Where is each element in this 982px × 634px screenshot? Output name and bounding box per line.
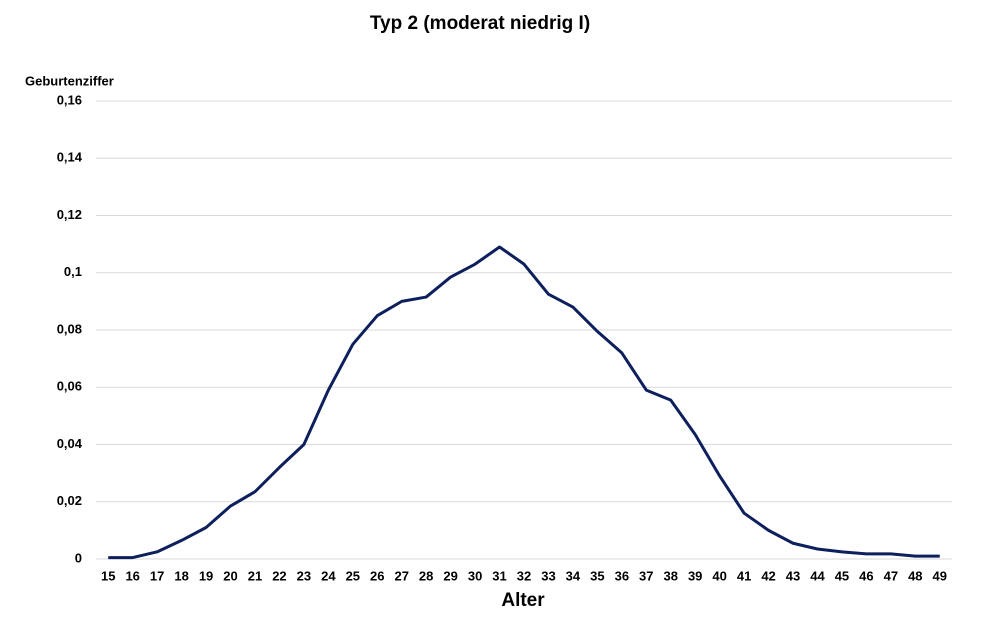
x-tick-label: 20 xyxy=(223,568,237,583)
y-tick-label: 0,06 xyxy=(57,379,82,394)
x-tick-label: 30 xyxy=(468,568,482,583)
x-tick-label: 44 xyxy=(810,568,825,583)
data-line xyxy=(108,245,940,560)
x-tick-label: 32 xyxy=(517,568,531,583)
x-tick-label: 15 xyxy=(101,568,115,583)
x-tick-label: 25 xyxy=(346,568,360,583)
y-tick-label: 0,08 xyxy=(57,321,82,336)
y-tick-label: 0 xyxy=(75,550,82,565)
y-tick-label: 0,1 xyxy=(64,264,82,279)
x-tick-label: 26 xyxy=(370,568,384,583)
x-tick-label: 29 xyxy=(443,568,457,583)
x-tick-label: 21 xyxy=(248,568,262,583)
y-tick-label: 0,16 xyxy=(57,92,82,107)
x-tick-label: 49 xyxy=(933,568,947,583)
x-tick-label: 22 xyxy=(272,568,286,583)
x-tick-label: 37 xyxy=(639,568,653,583)
chart-title: Typ 2 (moderat niedrig I) xyxy=(370,13,590,34)
x-tick-label: 28 xyxy=(419,568,433,583)
x-tick-label: 16 xyxy=(125,568,139,583)
x-tick-label: 19 xyxy=(199,568,213,583)
x-tick-label: 45 xyxy=(835,568,849,583)
x-tick-label: 47 xyxy=(884,568,898,583)
x-tick-label: 35 xyxy=(590,568,604,583)
x-tick-label: 18 xyxy=(174,568,188,583)
x-tick-label: 34 xyxy=(566,568,581,583)
y-tick-label: 0,12 xyxy=(57,207,82,222)
x-tick-label: 27 xyxy=(394,568,408,583)
x-tick-label: 46 xyxy=(859,568,873,583)
x-tick-label: 40 xyxy=(712,568,726,583)
x-tick-label: 23 xyxy=(297,568,311,583)
x-tick-label: 24 xyxy=(321,568,336,583)
x-tick-label: 39 xyxy=(688,568,702,583)
x-tick-label: 48 xyxy=(908,568,922,583)
x-tick-label: 17 xyxy=(150,568,164,583)
x-tick-label: 41 xyxy=(737,568,751,583)
x-tick-label: 43 xyxy=(786,568,800,583)
y-axis-label: Geburtenziffer xyxy=(25,73,114,88)
x-tick-label: 36 xyxy=(615,568,629,583)
x-axis-label: Alter xyxy=(501,590,545,611)
x-tick-label: 42 xyxy=(761,568,775,583)
x-tick-label: 33 xyxy=(541,568,555,583)
y-tick-label: 0,04 xyxy=(57,436,83,451)
x-tick-label: 31 xyxy=(492,568,506,583)
y-tick-label: 0,02 xyxy=(57,493,82,508)
x-tick-label: 38 xyxy=(664,568,678,583)
y-tick-label: 0,14 xyxy=(57,150,83,165)
